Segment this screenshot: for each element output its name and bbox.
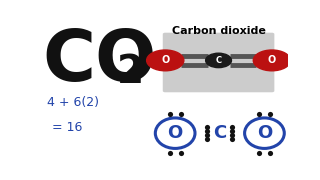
Text: CO: CO (43, 27, 157, 96)
Point (267, 151, 272, 154)
Point (256, 151, 261, 154)
Text: Carbon dioxide: Carbon dioxide (172, 26, 266, 36)
Text: O: O (268, 55, 276, 65)
Point (230, 125, 235, 128)
Point (167, 112, 172, 115)
Text: = 16: = 16 (52, 121, 83, 134)
Point (205, 125, 210, 128)
Point (205, 130, 210, 132)
Text: 4 + 6(2): 4 + 6(2) (47, 96, 100, 109)
Text: C: C (215, 56, 222, 65)
Point (205, 134, 210, 137)
Point (178, 151, 183, 154)
Text: O: O (161, 55, 169, 65)
Text: O: O (168, 124, 183, 142)
Text: O: O (257, 124, 272, 142)
Text: 2: 2 (117, 53, 144, 91)
Point (230, 138, 235, 141)
Point (267, 112, 272, 115)
Text: C: C (213, 124, 227, 142)
Point (256, 112, 261, 115)
Point (205, 138, 210, 141)
Point (230, 130, 235, 132)
Point (167, 151, 172, 154)
Circle shape (147, 50, 184, 71)
Circle shape (206, 53, 231, 68)
Point (178, 112, 183, 115)
FancyBboxPatch shape (163, 33, 274, 92)
Circle shape (253, 50, 291, 71)
Point (230, 134, 235, 137)
